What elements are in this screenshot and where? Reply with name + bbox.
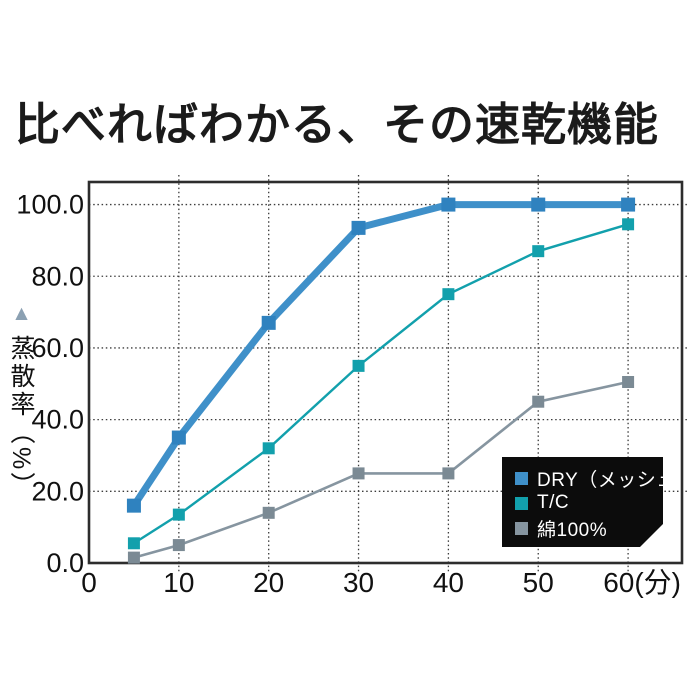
svg-text:0: 0 <box>81 567 97 598</box>
svg-text:30: 30 <box>343 567 374 598</box>
legend-item-tc: T/C <box>515 492 663 514</box>
svg-text:60.0: 60.0 <box>31 333 84 363</box>
svg-text:0.0: 0.0 <box>46 548 84 578</box>
y-axis-title: ▲ 蒸散率（%） <box>7 302 35 501</box>
legend-item-dry: DRY（メッシュ） <box>515 467 663 489</box>
legend: DRY（メッシュ） T/C 綿100% <box>502 457 663 547</box>
svg-text:20.0: 20.0 <box>31 476 84 506</box>
legend-label-dry: DRY（メッシュ） <box>537 469 690 491</box>
svg-text:20: 20 <box>253 567 284 598</box>
svg-text:100.0: 100.0 <box>16 190 84 220</box>
legend-item-cotton: 綿100% <box>515 517 663 539</box>
svg-text:50: 50 <box>523 567 554 598</box>
svg-text:80.0: 80.0 <box>31 261 84 291</box>
legend-label-cotton: 綿100% <box>537 519 608 541</box>
tc-series-swatch-icon <box>515 497 528 510</box>
dry-series-swatch-icon <box>515 472 528 485</box>
svg-text:40: 40 <box>433 567 464 598</box>
y-axis-label: 蒸散率（%） <box>7 335 35 501</box>
cotton-series-swatch-icon <box>515 522 528 535</box>
legend-label-tc: T/C <box>537 492 570 513</box>
page-title: 比べればわかる、その速乾機能 <box>15 99 660 150</box>
svg-text:60(分): 60(分) <box>603 567 681 598</box>
triangle-icon: ▲ <box>10 302 33 325</box>
svg-text:40.0: 40.0 <box>31 405 84 435</box>
svg-text:10: 10 <box>163 567 194 598</box>
